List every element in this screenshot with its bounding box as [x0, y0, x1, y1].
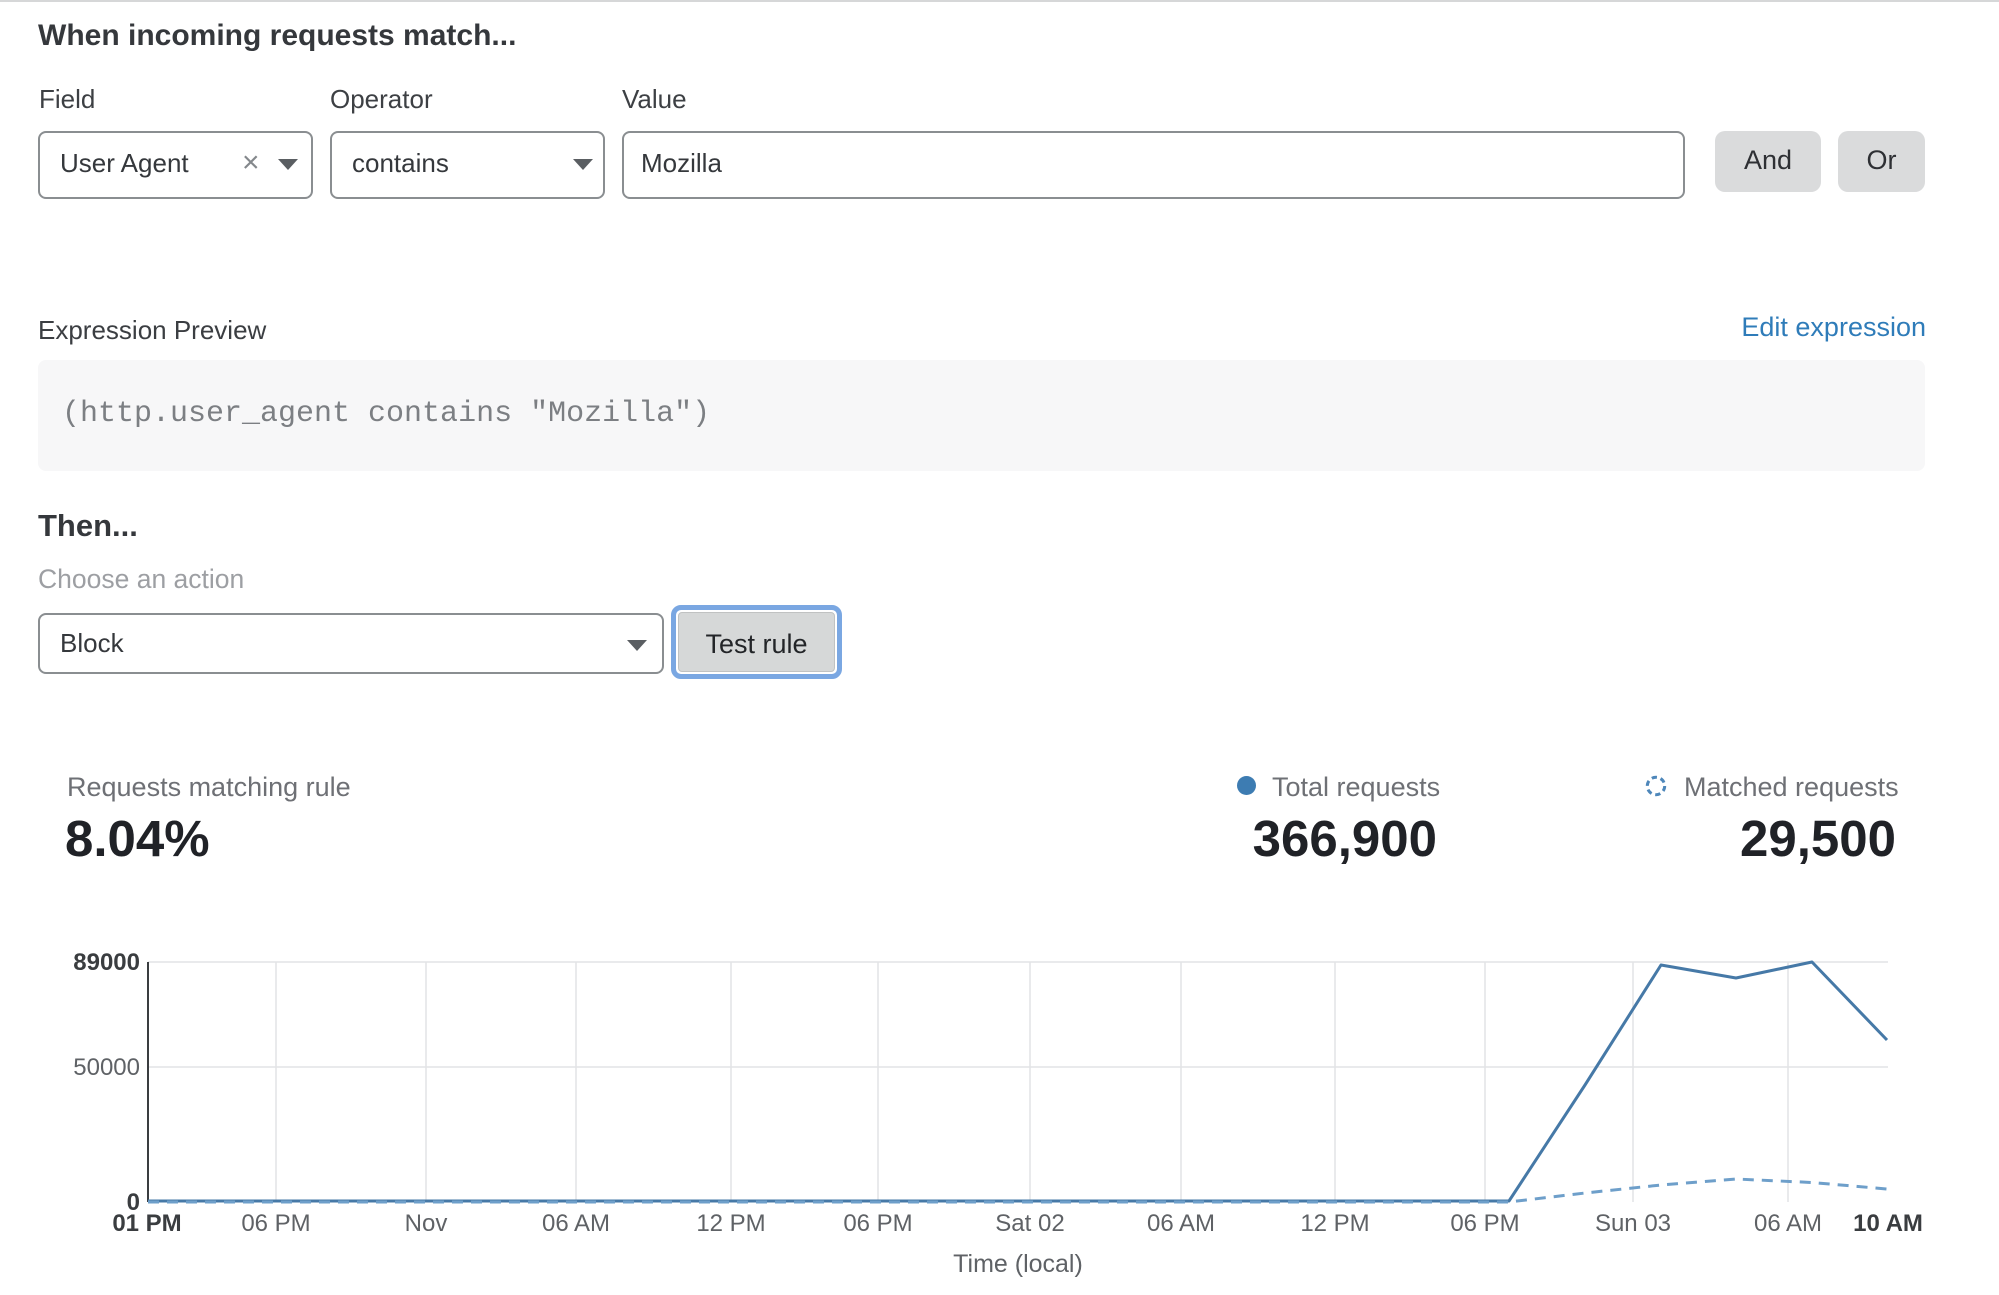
svg-text:10 AM: 10 AM	[1853, 1210, 1923, 1237]
svg-text:Time (local): Time (local)	[953, 1250, 1083, 1278]
svg-text:06 AM: 06 AM	[1754, 1210, 1822, 1237]
svg-text:Sat 02: Sat 02	[995, 1210, 1064, 1237]
svg-text:06 PM: 06 PM	[241, 1210, 310, 1237]
svg-text:12 PM: 12 PM	[1300, 1210, 1369, 1237]
svg-text:12 PM: 12 PM	[696, 1210, 765, 1237]
svg-text:50000: 50000	[73, 1054, 140, 1081]
svg-text:01 PM: 01 PM	[112, 1210, 181, 1237]
svg-text:06 AM: 06 AM	[542, 1210, 610, 1237]
svg-text:06 PM: 06 PM	[1450, 1210, 1519, 1237]
svg-text:0: 0	[127, 1189, 140, 1216]
svg-text:06 PM: 06 PM	[843, 1210, 912, 1237]
svg-text:Nov: Nov	[405, 1210, 448, 1237]
svg-text:89000: 89000	[73, 949, 140, 976]
svg-text:Sun 03: Sun 03	[1595, 1210, 1671, 1237]
svg-text:06 AM: 06 AM	[1147, 1210, 1215, 1237]
